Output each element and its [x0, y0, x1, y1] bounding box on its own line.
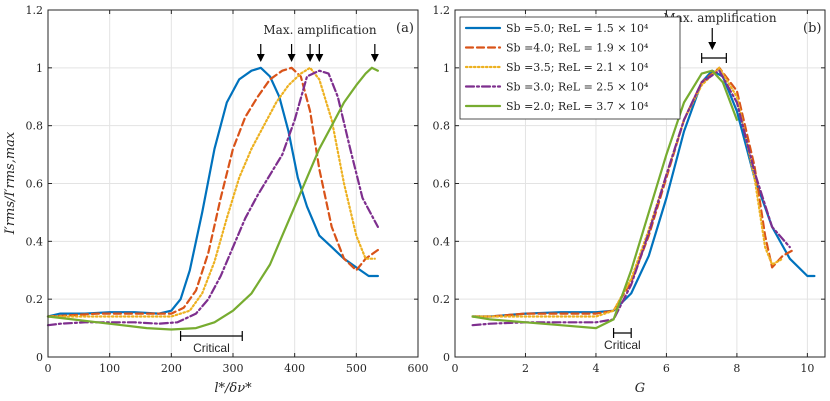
panel-a-x-tick-label: 300	[223, 362, 244, 375]
panel-b-annotations: Max. amplification Critical	[604, 11, 777, 352]
legend-box	[459, 16, 681, 120]
panel-b-y-tick-label: 0.8	[433, 120, 451, 133]
panel-a-series-line-2	[46, 66, 379, 318]
panel-b-x-tick-label: 10	[800, 362, 814, 375]
panel-b-y-tick-label: 1	[443, 62, 450, 75]
legend: Sb =5.0; ReL = 1.5 × 10⁴ Sb =4.0; ReL = 1…	[459, 16, 681, 120]
panel-b-ticks: 0 2 4 6 8 10 0 0.2 0.4 0.6 0.8 1 1.2	[433, 4, 825, 375]
panel-a-y-tick-label: 0.6	[26, 178, 44, 191]
legend-label-1: Sb =5.0; ReL = 1.5 × 10⁴	[506, 22, 649, 35]
panel-a-x-tick-label: 200	[161, 362, 182, 375]
panel-a-series-line-3	[46, 66, 376, 318]
panel-b-critical-label: Critical	[604, 338, 641, 352]
panel-a-x-tick-label: 400	[284, 362, 305, 375]
panel-a-y-axis-label: I′rms/I′rms,max	[3, 131, 18, 235]
legend-label-4: Sb =3.0; ReL = 2.5 × 10⁴	[506, 81, 649, 94]
panel-b-y-tick-label: 0.2	[433, 293, 451, 306]
panel-b-series-line-5	[471, 69, 739, 330]
panel-b-y-tick-label: 0.4	[433, 235, 451, 248]
legend-label-3: Sb =3.5; ReL = 2.1 × 10⁴	[506, 61, 649, 74]
panel-b-y-tick-label: 0	[443, 351, 450, 364]
panel-a-x-axis-label: l*/δν*	[214, 381, 252, 396]
legend-label-5: Sb =2.0; ReL = 3.7 × 10⁴	[506, 100, 649, 113]
panel-a-y-tick-label: 0.4	[26, 235, 44, 248]
panel-b: 0 2 4 6 8 10 0 0.2 0.4 0.6 0.8 1 1.2 Max. amplificat…	[433, 4, 826, 396]
panel-a-x-tick-label: 600	[408, 362, 429, 375]
panel-a-critical-label: Critical	[193, 341, 230, 355]
panel-a-max-amplification-label: Max. amplification	[263, 23, 376, 37]
panel-a-y-tick-label: 0.8	[26, 120, 44, 133]
panel-b-x-axis-label: G	[635, 381, 645, 396]
panel-a-series-line-1	[46, 66, 379, 318]
panel-b-x-tick-label: 4	[592, 362, 599, 375]
panel-a-annotations: Max. amplification Critical	[179, 23, 379, 355]
panel-a-series-line-4	[46, 69, 379, 327]
panel-a-y-tick-label: 1.2	[26, 4, 44, 17]
panel-b-x-tick-label: 0	[452, 362, 459, 375]
panel-a-x-tick-label: 100	[99, 362, 120, 375]
panel-a-y-tick-label: 0.2	[26, 293, 44, 306]
panel-b-label: (b)	[803, 21, 821, 36]
panel-a-label: (a)	[396, 21, 414, 36]
panel-b-max-amplification-label: Max. amplification	[663, 11, 776, 25]
panel-a-series-line-5	[46, 66, 379, 331]
panel-b-y-tick-label: 0.6	[433, 178, 451, 191]
panel-a-x-tick-label: 500	[346, 362, 367, 375]
panel-a-series	[46, 66, 379, 331]
panel-b-series	[471, 66, 816, 330]
legend-items: Sb =5.0; ReL = 1.5 × 10⁴ Sb =4.0; ReL = 1…	[464, 22, 649, 113]
panel-b-x-tick-label: 6	[663, 362, 670, 375]
panel-a-y-tick-label: 0	[36, 351, 43, 364]
panel-a-ticks: 0 100 200 300 400 500 600 0 0.2 0.4 0.6 0.8 1 1.2	[26, 4, 429, 375]
legend-label-2: Sb =4.0; ReL = 1.9 × 10⁴	[506, 42, 649, 55]
panel-a-y-tick-label: 1	[36, 62, 43, 75]
panel-b-x-tick-label: 8	[733, 362, 740, 375]
panel-b-y-tick-label: 1.2	[433, 4, 451, 17]
panel-b-x-tick-label: 2	[522, 362, 529, 375]
panel-b-series-line-4	[471, 69, 791, 327]
panel-a-x-tick-label: 0	[45, 362, 52, 375]
panel-a: 0 100 200 300 400 500 600 0 0.2 0.4 0.6 0.8 1 1.2 Max…	[3, 4, 429, 396]
